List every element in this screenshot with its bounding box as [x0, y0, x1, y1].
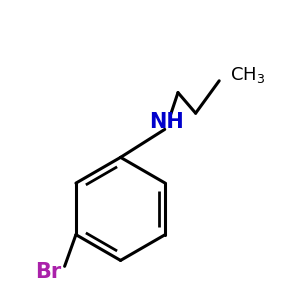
Text: NH: NH	[149, 112, 184, 132]
Text: Br: Br	[35, 262, 62, 282]
Text: CH$_3$: CH$_3$	[230, 65, 265, 85]
